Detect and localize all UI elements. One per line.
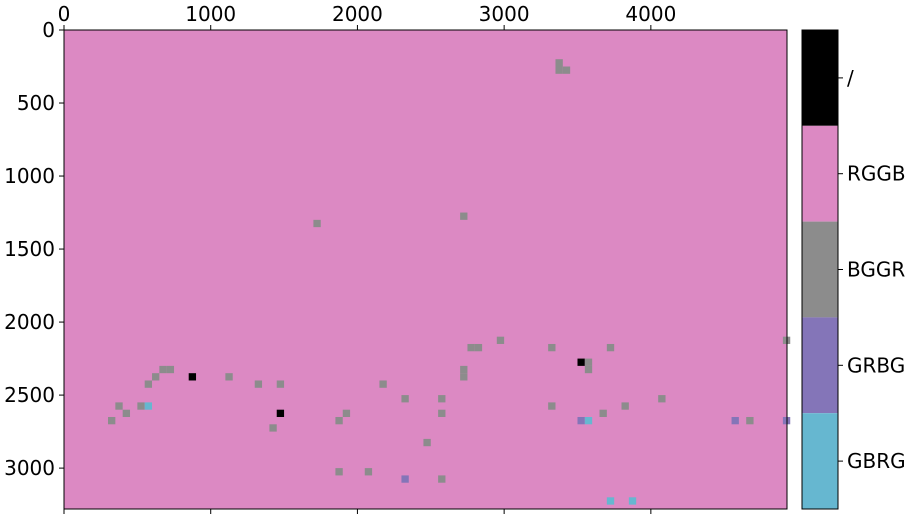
- colorbar: / RGGB BGGR GRBG GBRG: [801, 29, 906, 510]
- heatmap-cell: [166, 365, 175, 374]
- heatmap-cell: [621, 402, 629, 410]
- heatmap-cell: [108, 416, 116, 425]
- heatmap-cell: [474, 343, 483, 352]
- y-tick-label: 500: [17, 91, 55, 115]
- heatmap-cell: [467, 343, 475, 352]
- heatmap-cell: [562, 66, 571, 74]
- heatmap-cell: [225, 373, 233, 381]
- heatmap-cell: [379, 380, 387, 388]
- y-tick-label: 2000: [4, 310, 55, 334]
- heatmap-cell: [460, 373, 468, 381]
- heatmap-cell: [401, 395, 409, 403]
- heatmap-cell: [401, 475, 409, 483]
- heatmap-cell: [584, 416, 593, 425]
- colorbar-segment: [802, 30, 838, 126]
- colorbar-label: /: [847, 66, 854, 90]
- x-tick-label: 1000: [185, 2, 236, 26]
- y-tick-label: 2500: [4, 383, 55, 407]
- heatmap-cell: [460, 365, 468, 374]
- heatmap-cell: [342, 409, 351, 417]
- heatmap-cell: [152, 373, 160, 381]
- heatmap-cell: [628, 497, 637, 505]
- y-axis: 0 500 1000 1500 2000 2500 3000: [4, 18, 64, 480]
- heatmap-cell: [335, 468, 343, 476]
- y-tick-label: 3000: [4, 456, 55, 480]
- heatmap-cell: [335, 416, 343, 425]
- heatmap-cell: [159, 365, 167, 374]
- heatmap-cell: [548, 343, 556, 352]
- heatmap-cell: [423, 438, 431, 447]
- heatmap-cell: [555, 66, 563, 74]
- x-axis: 0 1000 2000 3000 4000: [58, 2, 676, 514]
- heatmap-cell: [438, 409, 446, 417]
- heatmap-cell: [606, 343, 615, 352]
- heatmap-cell: [313, 219, 321, 228]
- colorbar-label: GRBG: [847, 353, 905, 377]
- heatmap-cell: [438, 395, 446, 403]
- heatmap-cell: [584, 358, 593, 366]
- heatmap-cell: [548, 402, 556, 410]
- x-tick-label: 0: [58, 2, 71, 26]
- heatmap-cell: [254, 380, 263, 388]
- heatmap-cell: [188, 373, 197, 381]
- colorbar-segment: [802, 221, 838, 318]
- colorbar-label: RGGB: [847, 162, 906, 186]
- heatmap-cell: [599, 409, 607, 417]
- heatmap-cell: [658, 395, 666, 403]
- colorbar-label: BGGR: [847, 258, 905, 282]
- x-tick-label: 4000: [625, 2, 676, 26]
- y-tick-label: 1000: [4, 164, 55, 188]
- y-tick-label: 0: [42, 18, 55, 42]
- heatmap-plot: [64, 30, 791, 509]
- heatmap-background: [64, 30, 787, 509]
- heatmap-cell: [577, 358, 585, 366]
- colorbar-segment: [802, 413, 838, 509]
- heatmap-cell: [555, 59, 563, 67]
- heatmap-cell: [584, 365, 593, 374]
- heatmap-cell: [137, 402, 145, 410]
- heatmap-cell: [115, 402, 123, 410]
- heatmap-cell: [144, 402, 153, 410]
- colorbar-segment: [802, 317, 838, 414]
- heatmap-cell: [438, 475, 446, 483]
- heatmap-cell: [276, 409, 285, 417]
- plot-frame: [63, 29, 788, 510]
- heatmap-cell: [606, 497, 615, 505]
- heatmap-cell: [122, 409, 131, 417]
- heatmap-cell: [460, 212, 468, 220]
- heatmap-cell: [746, 416, 754, 425]
- colorbar-segment: [802, 125, 838, 222]
- heatmap-cell: [577, 416, 585, 425]
- x-tick-label: 3000: [479, 2, 530, 26]
- heatmap-cell: [276, 380, 285, 388]
- y-tick-label: 1500: [4, 237, 55, 261]
- colorbar-frame: [801, 29, 839, 510]
- colorbar-label: GBRG: [847, 449, 906, 473]
- heatmap-cell: [269, 424, 277, 432]
- heatmap-cell: [144, 380, 153, 388]
- heatmap-cell: [364, 468, 373, 476]
- x-tick-label: 2000: [332, 2, 383, 26]
- heatmap-cell: [731, 416, 739, 425]
- heatmap-cell: [496, 336, 505, 344]
